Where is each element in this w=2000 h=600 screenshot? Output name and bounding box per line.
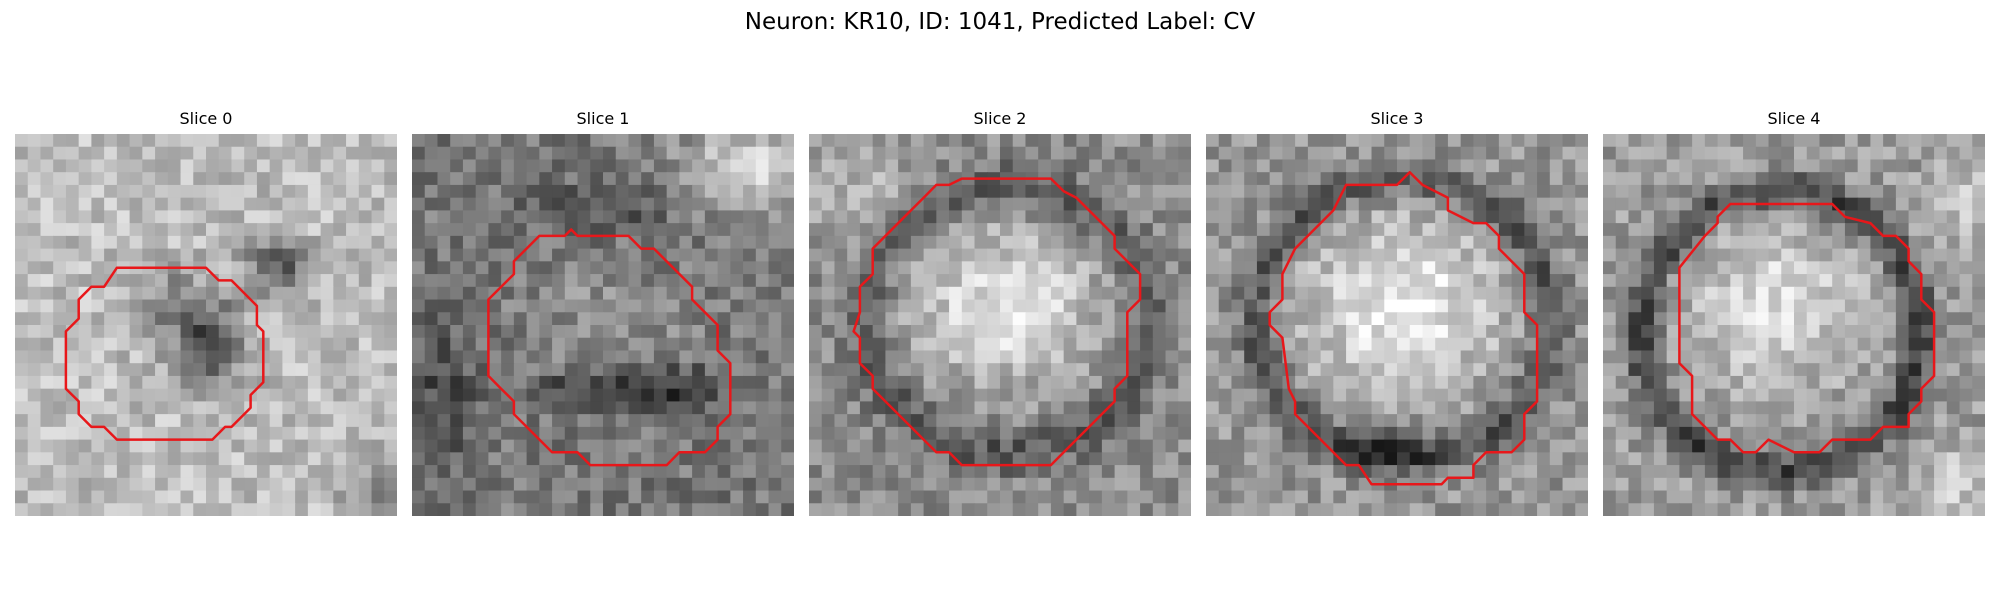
slice-svg-4 <box>1603 134 1985 516</box>
slice-pixels <box>15 134 397 516</box>
slice-panel-4: Slice 4 <box>1603 108 1985 516</box>
slice-title-3: Slice 3 <box>1370 109 1424 128</box>
roi-contour-3 <box>1268 170 1539 486</box>
slice-panel-2: Slice 2 <box>809 108 1191 516</box>
roi-contour-0 <box>64 266 265 441</box>
slice-image-0 <box>15 134 397 516</box>
slice-image-4 <box>1603 134 1985 516</box>
slice-svg-3 <box>1206 134 1588 516</box>
slice-panel-1: Slice 1 <box>412 108 794 516</box>
slice-title-0: Slice 0 <box>179 109 233 128</box>
roi-contour-4 <box>1678 202 1936 454</box>
slice-pixels <box>412 134 794 516</box>
roi-contour-1 <box>487 228 732 467</box>
slice-panel-0: Slice 0 <box>15 108 397 516</box>
slice-image-3 <box>1206 134 1588 516</box>
slice-svg-2 <box>809 134 1191 516</box>
slice-pixels <box>1206 134 1588 516</box>
slice-panel-3: Slice 3 <box>1206 108 1588 516</box>
slice-pixels <box>809 134 1191 516</box>
slice-image-2 <box>809 134 1191 516</box>
slice-svg-0 <box>15 134 397 516</box>
slice-title-4: Slice 4 <box>1767 109 1821 128</box>
slice-svg-1 <box>412 134 794 516</box>
slice-image-1 <box>412 134 794 516</box>
figure-title: Neuron: KR10, ID: 1041, Predicted Label:… <box>744 9 1256 35</box>
slice-title-1: Slice 1 <box>576 109 630 128</box>
slice-title-2: Slice 2 <box>973 109 1027 128</box>
roi-contour-2 <box>852 177 1142 467</box>
slice-pixels <box>1603 134 1985 516</box>
